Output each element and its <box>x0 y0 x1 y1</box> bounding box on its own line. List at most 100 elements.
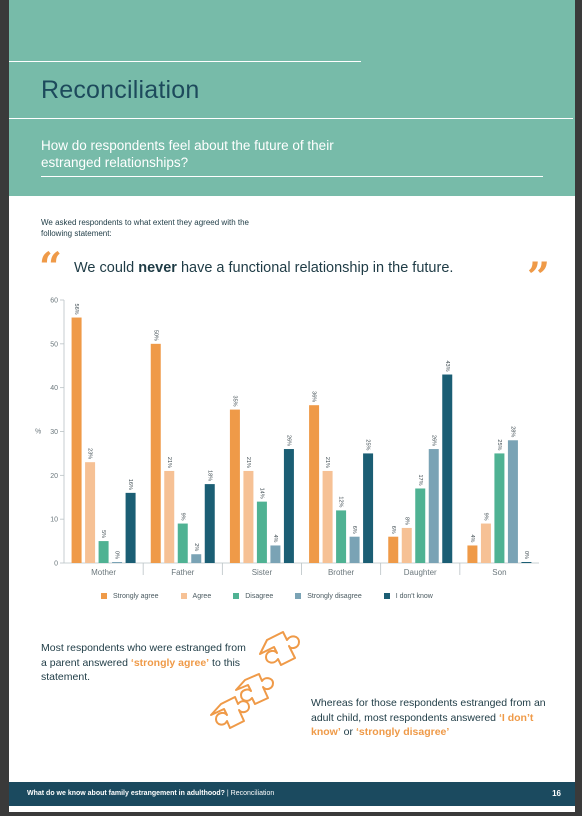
x-category-label: Daughter <box>404 568 437 577</box>
bar-value-label: 2% <box>193 543 199 551</box>
bar <box>363 453 374 563</box>
parent-note-highlight: ‘strongly agree’ <box>130 656 210 669</box>
bar <box>349 536 360 563</box>
quote-text: We could never have a functional relatio… <box>74 260 453 276</box>
x-category-label: Brother <box>328 568 355 577</box>
bar <box>191 554 202 563</box>
legend-item: Strongly disagree <box>295 590 362 602</box>
legend-item: Strongly agree <box>101 590 159 602</box>
bar-value-label: 25% <box>365 439 371 450</box>
y-tick-label: 10 <box>50 517 58 524</box>
bar-value-label: 21% <box>166 457 172 468</box>
bar-value-label: 17% <box>417 474 423 485</box>
chart-legend: Strongly agree Agree Disagree Strongly disa… <box>101 590 521 602</box>
bar <box>507 440 518 563</box>
bar-value-label: 23% <box>87 448 93 459</box>
bar-value-label: 9% <box>179 513 185 521</box>
child-note-highlight-2: ‘strongly disagree’ <box>355 726 450 738</box>
page-subtitle: How do respondents feel about the future… <box>41 138 334 170</box>
bar <box>336 510 347 563</box>
y-tick-label: 0 <box>54 561 58 568</box>
bar <box>401 527 412 563</box>
bar-chart: 0 10 20 30 40 50 60% 56% 23% 5% 0% 16% Mother 50% 21% 9… <box>9 290 575 610</box>
bar <box>428 449 439 563</box>
bar-value-label: 0% <box>114 551 120 559</box>
footer-separator: | <box>224 790 231 797</box>
bar-value-label: 26% <box>285 435 291 446</box>
bar-value-label: 6% <box>390 526 396 534</box>
bar-value-label: 36% <box>311 391 317 402</box>
legend-label: I don't know <box>395 592 433 600</box>
legend-swatch <box>101 593 107 599</box>
legend-label: Disagree <box>245 592 274 600</box>
y-tick-label: 20 <box>50 473 58 480</box>
pull-quote: “ We could never have a functional relat… <box>39 244 559 298</box>
bar-value-label: 21% <box>245 457 251 468</box>
y-tick-label: 30 <box>50 429 58 436</box>
bar-value-label: 25% <box>496 439 502 450</box>
bar <box>283 449 294 563</box>
bar-value-label: 16% <box>127 479 133 490</box>
legend-swatch <box>180 593 187 599</box>
bar <box>125 492 136 563</box>
footer-report-title: What do we know about family estrangemen… <box>27 790 225 797</box>
bar <box>229 409 240 563</box>
footer-section: Reconciliation <box>230 790 275 797</box>
bar <box>243 470 254 563</box>
header-rule-middle <box>9 118 573 119</box>
bar <box>309 405 320 563</box>
bar <box>71 317 82 563</box>
child-note: Whereas for those respondents estranged … <box>311 696 551 740</box>
bar-value-label: 56% <box>73 304 79 315</box>
y-tick-label: 60 <box>50 298 58 305</box>
bar-value-label: 35% <box>231 396 237 407</box>
footer-text: What do we know about family estrangemen… <box>27 790 274 797</box>
parent-note-text: Most respondents who were estranged from… <box>41 642 246 669</box>
puzzle-pieces-icon <box>205 622 325 742</box>
legend-item: Disagree <box>233 590 273 602</box>
bar-value-label: 5% <box>100 530 106 538</box>
legend-item: I don't know <box>383 590 433 602</box>
bar <box>85 462 96 563</box>
report-page: Reconciliation How do respondents feel a… <box>9 0 575 812</box>
bar-value-label: 18% <box>206 470 212 481</box>
legend-label: Strongly agree <box>113 592 159 600</box>
section-header: Reconciliation How do respondents feel a… <box>9 0 575 196</box>
quote-emphasis: never <box>138 260 177 276</box>
bar-value-label: 14% <box>258 488 264 499</box>
bar-value-label: 4% <box>469 535 475 543</box>
bar <box>150 343 161 563</box>
bar <box>322 470 333 563</box>
bar <box>442 374 453 563</box>
parent-note: Most respondents who were estranged from… <box>41 641 251 685</box>
bar-value-label: 8% <box>403 517 409 525</box>
legend-swatch <box>383 593 390 599</box>
bar <box>494 453 505 563</box>
bar-value-label: 0% <box>523 551 529 559</box>
x-category-label: Father <box>171 568 194 577</box>
child-note-highlight-1: ‘I don’t know’ <box>311 711 534 739</box>
bar-value-label: 43% <box>444 361 450 372</box>
bar <box>98 541 109 563</box>
child-note-mid: or <box>340 726 356 738</box>
bar <box>256 501 267 563</box>
bar <box>388 536 399 563</box>
y-tick-label: 40 <box>50 385 58 392</box>
x-category-label: Son <box>492 568 506 577</box>
legend-swatch <box>295 593 302 599</box>
child-note-text: Whereas for those respondents estranged … <box>311 697 546 724</box>
open-quote-icon: “ <box>39 244 63 291</box>
page-number: 16 <box>552 789 561 798</box>
legend-label: Agree <box>192 592 212 600</box>
bar <box>112 562 123 563</box>
page-title: Reconciliation <box>41 76 200 104</box>
bar <box>480 523 491 563</box>
header-rule-bottom <box>41 176 543 177</box>
bar <box>521 562 532 563</box>
bar <box>204 484 215 563</box>
bar-value-label: 12% <box>338 496 344 507</box>
header-rule-top <box>9 61 361 62</box>
parent-note-tail: to this statement. <box>41 656 241 684</box>
page-footer: What do we know about family estrangemen… <box>9 782 575 806</box>
quote-text-after: have a functional relationship in the fu… <box>176 260 454 276</box>
